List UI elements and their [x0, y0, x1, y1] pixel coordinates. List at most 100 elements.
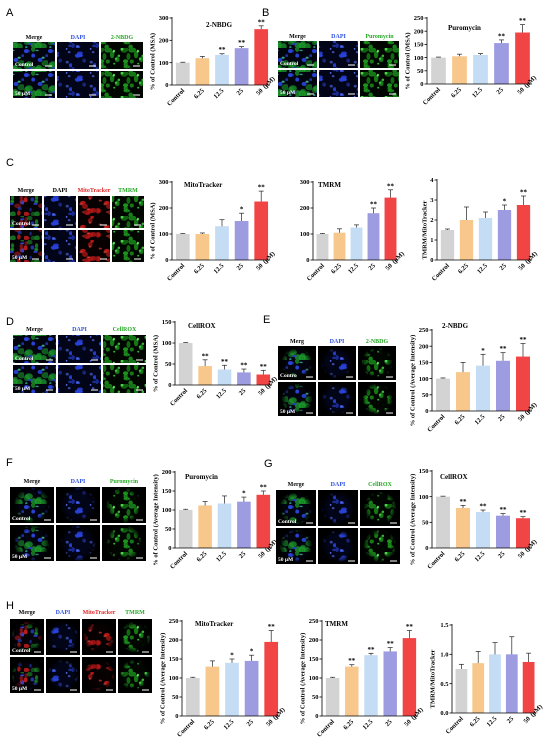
bar: [198, 366, 212, 385]
y-tick-label: 50: [422, 392, 429, 399]
micrograph-tile: [103, 335, 146, 363]
micrograph-tile: [278, 41, 317, 68]
y-tick-label: 0: [430, 257, 433, 264]
x-tick-label: 25: [235, 87, 245, 97]
spheroid-edge: [322, 492, 354, 524]
x-tick-label: Control: [422, 86, 442, 106]
bar: [476, 365, 490, 411]
bar: [473, 54, 488, 84]
row-label: Control: [15, 356, 34, 362]
chart-title: CellROX: [440, 473, 468, 481]
bar: [234, 221, 249, 260]
bar: [325, 678, 340, 716]
y-tick-label: 150: [162, 319, 172, 326]
bar: [496, 515, 510, 548]
spheroid-edge: [120, 622, 150, 652]
significance-mark: **: [370, 201, 378, 209]
x-tick-label: Control: [431, 262, 451, 282]
significance-mark: **: [520, 509, 528, 517]
y-axis-label: % of Control (Average Intensity): [153, 474, 160, 565]
bar-chart: Control 6.25 12.5*25**50(μM)050100150200Pu…: [153, 469, 279, 570]
panel-letter: E: [263, 314, 270, 326]
y-tick-label: 150: [414, 42, 424, 49]
x-tick-label: 6.25: [196, 550, 210, 564]
panel-a: A Merge DAPI 2-NBDG Control 50 μM: [6, 7, 143, 98]
channel-label: MitoTracker: [78, 188, 111, 194]
bar: [384, 197, 397, 260]
spheroid-edge: [364, 530, 396, 562]
chart-title: Puromycin: [185, 473, 218, 481]
channel-label: Merge: [289, 34, 306, 40]
y-tick-label: 50: [165, 526, 172, 533]
spheroid-edge: [362, 384, 392, 414]
bar: [452, 56, 467, 84]
bar: [472, 663, 485, 713]
panel-d: D Merge DAPI CellROX Control 50 μM: [6, 316, 146, 393]
channel-label: DAPI: [53, 188, 68, 194]
y-tick-label: 100: [162, 340, 172, 347]
x-tick-label: 6.25: [330, 262, 344, 276]
y-tick-label: 100: [419, 494, 429, 501]
channel-label: 2-NBDG: [366, 339, 389, 345]
micrograph-tile: [13, 365, 56, 393]
chart-title: TMRM: [325, 620, 348, 628]
y-tick-label: 0.5: [440, 681, 449, 688]
bar: [195, 234, 210, 260]
channel-label: Merge: [24, 479, 41, 485]
y-tick-label: 200: [300, 205, 310, 212]
spheroid-edge: [322, 348, 352, 378]
bar: [175, 234, 190, 260]
y-tick-label: 2: [430, 217, 433, 224]
bar: [237, 501, 251, 548]
spheroid-edge: [84, 660, 114, 690]
micrograph-tile: [360, 70, 399, 97]
channel-label: Merge: [26, 35, 43, 41]
x-tick-label: 6.25: [193, 87, 207, 101]
panel-letter: D: [6, 316, 14, 328]
row-label: Control: [280, 61, 299, 67]
y-tick-label: 300: [159, 15, 169, 22]
row-label: Control: [278, 519, 297, 525]
micrograph-tile: [10, 230, 42, 262]
x-tick-label: 25: [238, 550, 248, 560]
y-tick-label: 150: [419, 360, 429, 367]
y-axis-label: TMRM/MitoTracker: [422, 201, 429, 260]
bar: [402, 638, 417, 716]
bar: [383, 651, 397, 716]
row-label: 50 μM: [12, 686, 28, 692]
y-tick-label: 50: [172, 694, 179, 701]
x-tick-label: 6.25: [453, 413, 467, 427]
significance-mark: **: [260, 363, 268, 371]
y-tick-label: 0: [306, 257, 309, 264]
x-tick-label: 50: [257, 550, 267, 560]
bar: [215, 54, 229, 85]
panel-f: F Merge DAPI Puromycin Control 50 μM: [6, 457, 146, 561]
channel-label: DAPI: [71, 479, 86, 485]
bar: [516, 205, 531, 260]
y-tick-label: 3: [430, 197, 434, 204]
micrograph-tile: [101, 71, 143, 98]
channel-label: CellROX: [113, 327, 137, 333]
x-tick-label: Control: [176, 718, 196, 738]
y-tick-label: 200: [169, 637, 179, 644]
bar: [489, 654, 501, 713]
spheroid-edge: [106, 525, 142, 561]
channel-label: Merge: [26, 327, 43, 333]
bar: [198, 505, 212, 548]
bar: [456, 507, 470, 548]
bar: [237, 372, 251, 385]
y-tick-label: 0: [165, 257, 168, 264]
y-tick-label: 150: [162, 488, 172, 495]
bar: [455, 669, 468, 713]
x-tick-label: 25: [497, 550, 507, 560]
x-tick-label: Control: [169, 550, 189, 570]
panel-letter: B: [262, 7, 269, 19]
x-tick-label: 12.5: [222, 718, 236, 732]
bar: [256, 494, 271, 548]
channel-label: CellROX: [368, 482, 392, 488]
spheroid-edge: [14, 525, 50, 561]
x-tick-label: Control: [316, 718, 336, 738]
bar: [195, 58, 210, 85]
spheroid-edge: [280, 530, 312, 562]
